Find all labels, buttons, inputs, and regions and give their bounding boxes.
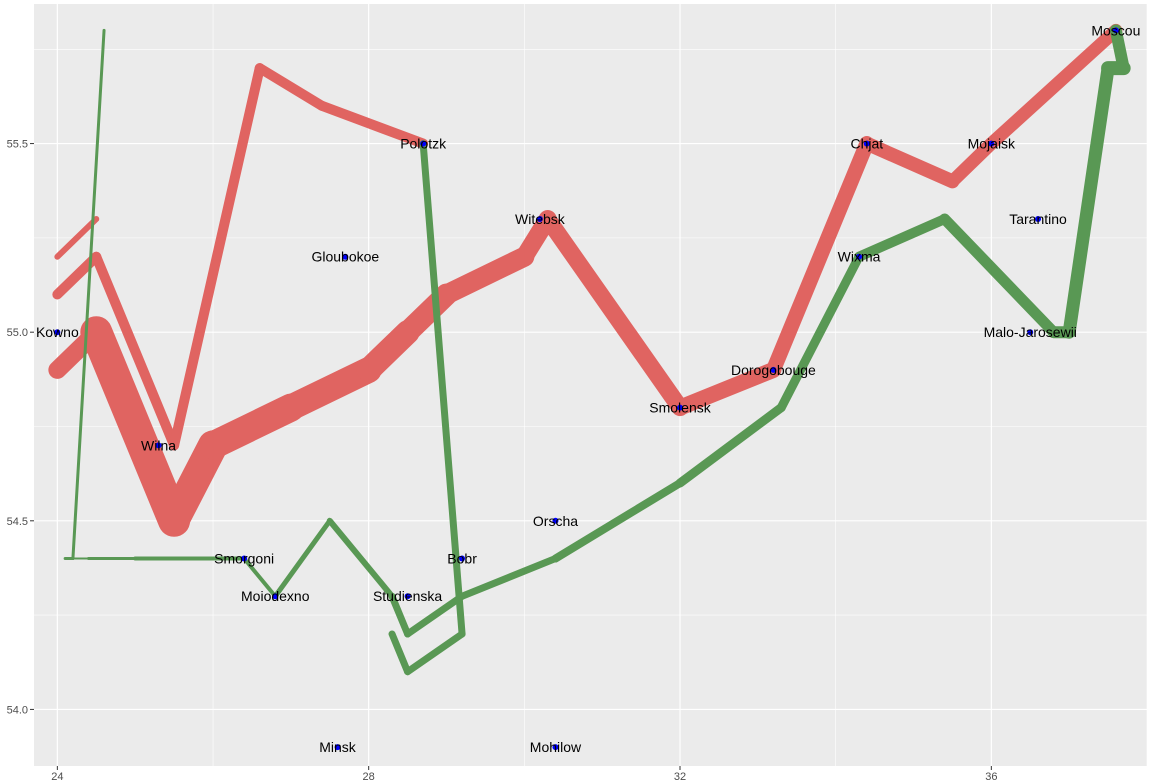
path-segment-retreat-21 [776, 252, 864, 413]
path-segment-retreat-23 [551, 479, 685, 563]
path-segment-retreat-19 [939, 213, 1060, 338]
y-tick-label: 55.0 [7, 327, 28, 339]
y-axis: 54.0 54.5 55.0 55.5 [7, 139, 34, 716]
city-label-6: Studienska [373, 588, 442, 604]
city-point-16 [988, 140, 995, 147]
path-segment-retreat-43 [71, 28, 106, 561]
path-segment-advance-13 [945, 137, 998, 188]
path-segment-retreat-40 [404, 630, 466, 676]
path-segment-retreat-25 [404, 592, 466, 638]
army-path-segments [48, 23, 1131, 676]
city-point-4 [342, 253, 349, 260]
city-point-2 [241, 555, 248, 562]
city-label-3: Moiodexno [241, 588, 310, 604]
city-labels: Kowno Wilna Smorgoni Moiodexno Gloubokoe Mins… [36, 22, 1140, 755]
y-tick-label: 55.5 [7, 139, 28, 151]
city-point-10 [552, 517, 559, 524]
path-segment-retreat-17 [1062, 61, 1115, 339]
city-label-15: Chjat [850, 136, 883, 152]
city-label-8: Bobr [447, 551, 477, 567]
path-segment-advance-2 [159, 430, 229, 536]
path-segment-advance-35 [91, 251, 180, 451]
city-point-13 [770, 366, 777, 373]
city-label-4: Gloubokoe [311, 249, 379, 265]
path-segment-retreat-20 [854, 214, 950, 262]
city-label-18: Malo-Jarosewii [984, 324, 1077, 340]
y-tick-label: 54.5 [7, 516, 28, 528]
path-segment-advance-14 [984, 23, 1123, 151]
path-segment-advance-1 [80, 316, 191, 537]
city-point-12 [677, 404, 684, 411]
path-segment-retreat-28 [272, 518, 333, 599]
path-segment-advance-4 [277, 356, 382, 421]
path-segment-advance-36 [169, 63, 265, 451]
path-segment-advance-9 [539, 210, 689, 417]
city-point-7 [420, 140, 427, 147]
city-label-11: Mohilow [530, 739, 582, 755]
city-point-6 [404, 593, 411, 600]
path-segment-retreat-27 [326, 517, 396, 600]
city-label-1: Wilna [141, 437, 176, 453]
city-label-7: Polotzk [400, 136, 447, 152]
path-segment-retreat-24 [458, 555, 559, 600]
path-segment-retreat-41 [388, 630, 412, 676]
city-label-17: Tarantino [1009, 211, 1067, 227]
x-axis: 24 28 32 36 [51, 766, 997, 783]
x-tick-label: 24 [51, 771, 63, 783]
city-points [54, 27, 1119, 751]
path-segment-advance-3 [199, 393, 305, 460]
plot-panel [34, 4, 1147, 766]
city-label-9: Witebsk [515, 211, 566, 227]
city-point-18 [1027, 329, 1034, 336]
path-segment-retreat-26 [388, 592, 412, 638]
path-segment-retreat-29 [242, 556, 278, 599]
x-tick-label: 36 [985, 771, 997, 783]
city-label-16: Mojaisk [968, 136, 1016, 152]
city-label-10: Orscha [533, 513, 578, 529]
city-point-1 [155, 442, 162, 449]
path-segment-advance-42 [54, 216, 100, 260]
path-segment-advance-38 [316, 100, 429, 149]
city-label-12: Smolensk [649, 400, 711, 416]
city-point-14 [856, 253, 863, 260]
path-segment-advance-10 [672, 361, 782, 416]
path-segment-advance-11 [765, 136, 875, 378]
city-label-5: Minsk [319, 739, 357, 755]
city-point-9 [536, 216, 543, 223]
city-point-17 [1035, 216, 1042, 223]
x-tick-label: 28 [363, 771, 375, 783]
path-segment-retreat-39 [419, 140, 466, 638]
city-point-5 [334, 744, 341, 751]
city-point-15 [863, 140, 870, 147]
city-label-13: Dorogobouge [731, 362, 816, 378]
city-label-2: Smorgoni [214, 551, 274, 567]
city-label-14: Wixma [838, 249, 881, 265]
city-point-8 [459, 555, 466, 562]
path-segment-advance-37 [254, 63, 327, 111]
path-segment-advance-7 [436, 246, 535, 305]
major-gridlines [34, 4, 1147, 766]
city-label-19: Moscou [1091, 22, 1140, 38]
city-point-0 [54, 329, 61, 336]
path-segment-advance-12 [859, 136, 960, 189]
city-point-11 [552, 744, 559, 751]
y-tick-label: 54.0 [7, 704, 28, 716]
x-tick-label: 32 [674, 771, 686, 783]
city-point-19 [1112, 27, 1119, 34]
city-point-3 [272, 593, 279, 600]
city-label-0: Kowno [36, 324, 79, 340]
path-segment-retreat-22 [675, 403, 786, 488]
